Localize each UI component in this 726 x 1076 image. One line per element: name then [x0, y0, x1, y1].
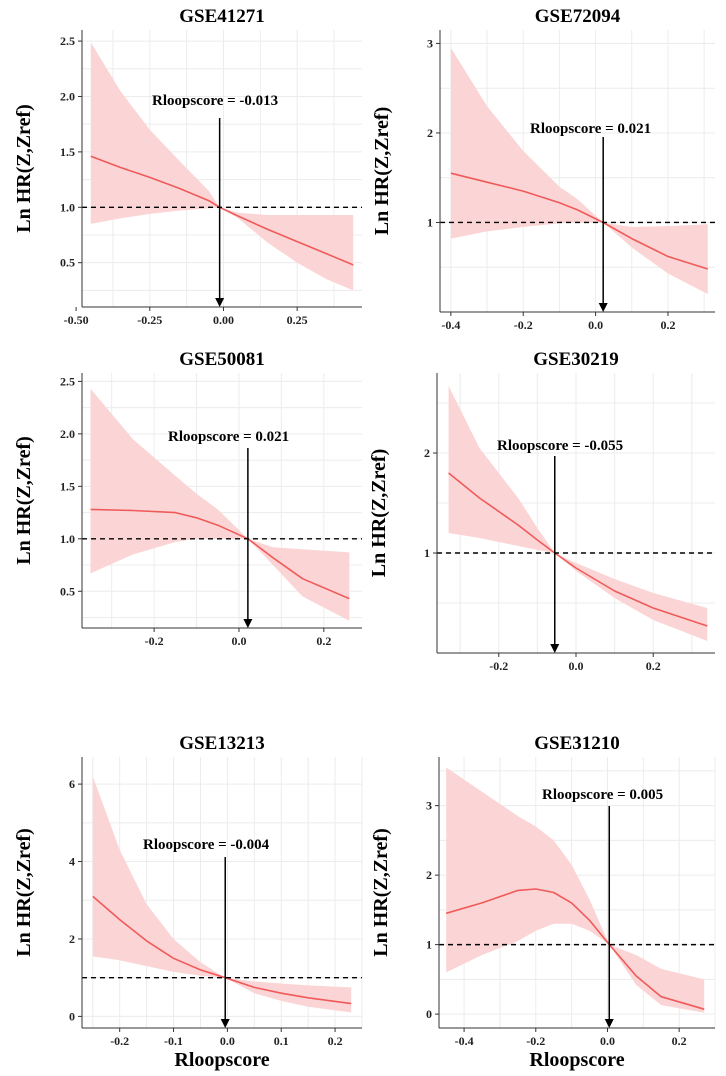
- y-tick-label: 4: [69, 855, 75, 869]
- y-tick-label: 0: [69, 1009, 75, 1023]
- x-tick-label: 0.2: [660, 318, 675, 332]
- cutoff-annotation: Rloopscore = 0.005: [542, 787, 663, 803]
- x-tick-label: -0.2: [110, 1034, 129, 1048]
- y-tick-label: 1.0: [60, 200, 75, 214]
- x-tick-label: 0.0: [600, 1034, 615, 1048]
- x-tick-label: 0.1: [274, 1034, 289, 1048]
- y-axis-label: Ln HR(Z,Zref): [13, 828, 35, 957]
- hr-curve: [92, 895, 352, 1005]
- chart-panel: Rloopscore = -0.055 -0.2 0.0 0.2 1 2 GSE30219 L…: [368, 349, 715, 673]
- cutoff-arrowhead: [243, 619, 253, 628]
- x-tick-label: -0.1: [164, 1034, 183, 1048]
- x-tick-label: -0.2: [526, 1034, 545, 1048]
- hr-curve: [90, 508, 350, 600]
- chart-panel: Rloopscore = 0.021 -0.2 0.0 0.2 0.5 1.0 1.5 2.0…: [13, 349, 362, 648]
- x-tick-label: -0.2: [489, 659, 508, 673]
- cutoff-annotation: Rloopscore = -0.004: [143, 837, 270, 853]
- chart-title: GSE41271: [179, 6, 265, 27]
- confidence-band: [446, 767, 705, 1013]
- chart-title: GSE30219: [533, 349, 619, 370]
- y-tick-label: 2.5: [60, 34, 75, 48]
- y-axis-label: Ln HR(Z,Zref): [368, 449, 390, 578]
- y-tick-label: 2: [426, 868, 432, 882]
- x-tick-label: -0.4: [455, 1034, 474, 1048]
- cutoff-annotation: Rloopscore = 0.021: [530, 121, 651, 137]
- y-tick-label: 2: [424, 446, 430, 460]
- confidence-band: [92, 776, 352, 1013]
- chart-panel: Rloopscore = -0.013 -0.50 -0.25 0.00 0.25 0.5…: [13, 6, 362, 327]
- chart-title: GSE31210: [534, 733, 620, 754]
- confidence-band: [90, 388, 350, 621]
- x-tick-label: -0.2: [514, 318, 533, 332]
- x-tick-label: 0.25: [287, 313, 308, 327]
- cutoff-arrowhead: [604, 1019, 614, 1028]
- cutoff-annotation: Rloopscore = -0.055: [497, 438, 623, 454]
- chart-title: GSE72094: [535, 6, 621, 27]
- chart-panel: Rloopscore = 0.021 -0.4 -0.2 0.0 0.2 1 2 3 GSE72…: [371, 6, 715, 332]
- y-tick-label: 1.0: [60, 532, 75, 546]
- x-axis-label: Rloopscore: [174, 1049, 269, 1071]
- y-tick-label: 2: [69, 932, 75, 946]
- gridlines: [82, 373, 362, 628]
- y-tick-label: 6: [69, 777, 75, 791]
- x-tick-label: -0.4: [441, 318, 460, 332]
- cutoff-arrowhead: [215, 298, 225, 307]
- chart-title: GSE13213: [179, 733, 265, 754]
- x-tick-label: -0.25: [137, 313, 162, 327]
- hr-curve: [445, 888, 705, 1010]
- x-axis-label: Rloopscore: [529, 1049, 624, 1071]
- cutoff-annotation: Rloopscore = -0.013: [152, 93, 278, 109]
- y-axis-label: Ln HR(Z,Zref): [371, 107, 393, 236]
- y-tick-label: 1: [427, 215, 433, 229]
- y-axis-label: Ln HR(Z,Zref): [370, 828, 392, 957]
- x-tick-label: 0.00: [213, 313, 234, 327]
- y-axis-label: Ln HR(Z,Zref): [13, 104, 35, 233]
- x-tick-label: 0.0: [231, 634, 246, 648]
- y-tick-label: 1: [424, 546, 430, 560]
- y-tick-label: 2.5: [60, 374, 75, 388]
- x-tick-label: -0.50: [64, 313, 89, 327]
- y-tick-label: 0: [426, 1007, 432, 1021]
- hr-curve: [450, 172, 709, 270]
- y-tick-label: 1.5: [60, 145, 75, 159]
- chart-panel: Rloopscore = -0.004 -0.2 -0.1 0.0 0.1 0.2 0 2 4 6…: [13, 733, 363, 1071]
- cutoff-arrowhead: [220, 1019, 230, 1028]
- chart-panel: Rloopscore = 0.005 -0.4 -0.2 0.0 0.2 0 1 2 3 GSE3…: [370, 733, 716, 1071]
- y-axis-label: Ln HR(Z,Zref): [13, 436, 35, 565]
- x-tick-label: 0.2: [672, 1034, 687, 1048]
- y-tick-label: 3: [426, 799, 432, 813]
- x-tick-label: 0.0: [220, 1034, 235, 1048]
- y-tick-label: 2.0: [60, 89, 75, 103]
- cutoff-annotation: Rloopscore = 0.021: [168, 429, 289, 445]
- y-tick-label: 3: [427, 36, 433, 50]
- chart-title: GSE50081: [179, 349, 265, 370]
- y-tick-label: 1: [426, 938, 432, 952]
- x-tick-label: 0.2: [646, 659, 661, 673]
- confidence-band: [450, 47, 708, 295]
- confidence-band: [90, 42, 354, 291]
- x-tick-label: 0.2: [316, 634, 331, 648]
- y-tick-label: 0.5: [60, 256, 75, 270]
- x-tick-label: 0.2: [328, 1034, 343, 1048]
- x-tick-label: -0.2: [145, 634, 164, 648]
- y-tick-label: 0.5: [60, 584, 75, 598]
- y-tick-label: 2: [427, 126, 433, 140]
- x-tick-label: 0.0: [588, 318, 603, 332]
- x-tick-label: 0.0: [569, 659, 584, 673]
- y-tick-label: 1.5: [60, 479, 75, 493]
- cutoff-arrowhead: [598, 303, 608, 312]
- cutoff-arrowhead: [550, 644, 560, 653]
- y-tick-label: 2.0: [60, 427, 75, 441]
